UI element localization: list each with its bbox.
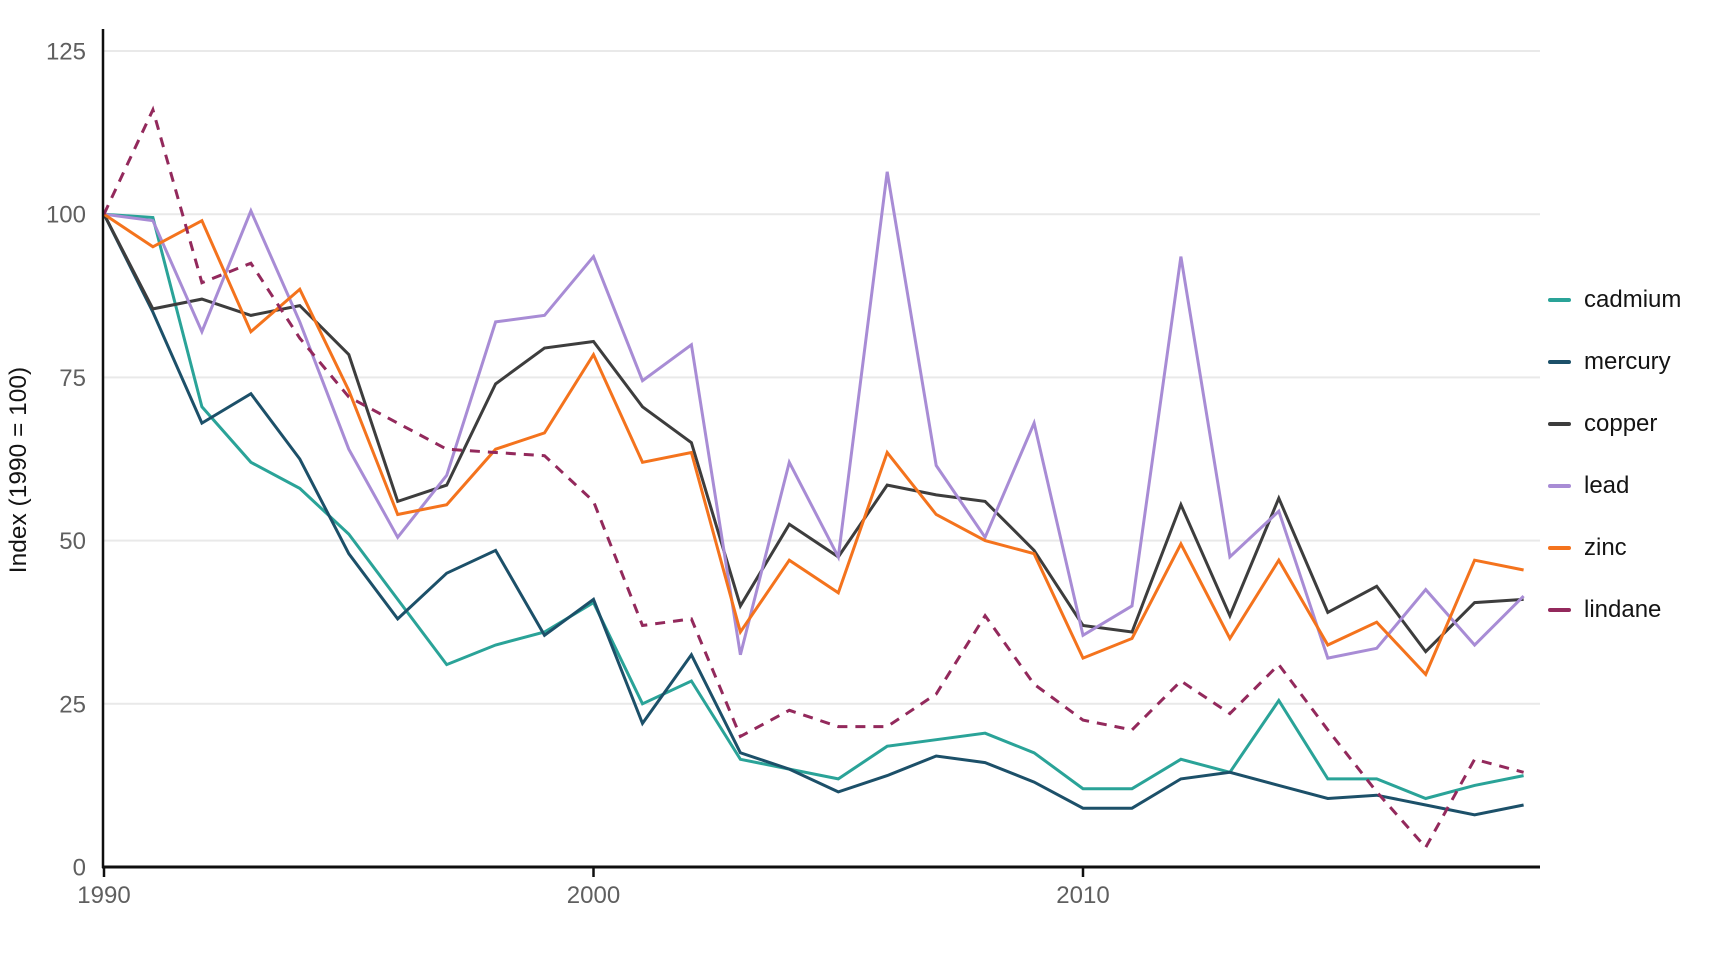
series-line-copper bbox=[102, 213, 1524, 654]
legend-item-zinc: zinc bbox=[1548, 517, 1681, 579]
legend-item-cadmium: cadmium bbox=[1548, 269, 1681, 331]
legend-label: lindane bbox=[1584, 596, 1662, 623]
y-axis-tick-labels: 0 25 50 75 100 125 bbox=[46, 39, 86, 882]
y-axis-title: Index (1990 = 100) bbox=[5, 367, 32, 573]
legend-swatch-cadmium bbox=[1548, 298, 1571, 302]
y-tick-label-100: 100 bbox=[46, 202, 86, 229]
x-tick-label-2000: 2000 bbox=[567, 882, 620, 909]
series-line-lead bbox=[103, 171, 1525, 660]
y-tick-label-75: 75 bbox=[59, 365, 86, 392]
y-tick-label-25: 25 bbox=[59, 691, 86, 718]
legend-swatch-zinc bbox=[1548, 546, 1571, 550]
y-tick-label-50: 50 bbox=[59, 528, 86, 555]
legend-label: mercury bbox=[1584, 348, 1671, 375]
x-tick-label-2010: 2010 bbox=[1056, 882, 1109, 909]
legend-label: cadmium bbox=[1584, 286, 1682, 313]
legend-label: zinc bbox=[1584, 534, 1627, 561]
legend-swatch-copper bbox=[1548, 422, 1571, 426]
y-tick-label-0: 0 bbox=[73, 855, 86, 882]
legend-swatch-mercury bbox=[1548, 360, 1571, 364]
series-line-zinc bbox=[103, 212, 1524, 678]
legend-label: lead bbox=[1584, 472, 1630, 499]
legend-swatch-lead bbox=[1548, 484, 1571, 488]
x-tick-label-1990: 1990 bbox=[77, 882, 130, 909]
legend-item-lindane: lindane bbox=[1548, 579, 1681, 641]
y-tick-label-125: 125 bbox=[46, 39, 86, 66]
series-line-lindane bbox=[102, 105, 1524, 850]
legend-swatch-lindane bbox=[1548, 608, 1571, 612]
series-line-mercury bbox=[102, 213, 1524, 817]
series-line-cadmium bbox=[103, 212, 1524, 801]
legend-item-mercury: mercury bbox=[1548, 331, 1681, 393]
x-tick-marks bbox=[102, 868, 1085, 877]
legend-item-lead: lead bbox=[1548, 455, 1681, 517]
legend-item-copper: copper bbox=[1548, 393, 1681, 455]
legend: cadmium mercury copper lead zinc lindane bbox=[1548, 269, 1681, 641]
axes bbox=[101, 29, 1540, 869]
series-lines bbox=[102, 105, 1525, 850]
legend-label: copper bbox=[1584, 410, 1658, 437]
x-axis-tick-labels: 1990 2000 2010 bbox=[77, 882, 1109, 909]
